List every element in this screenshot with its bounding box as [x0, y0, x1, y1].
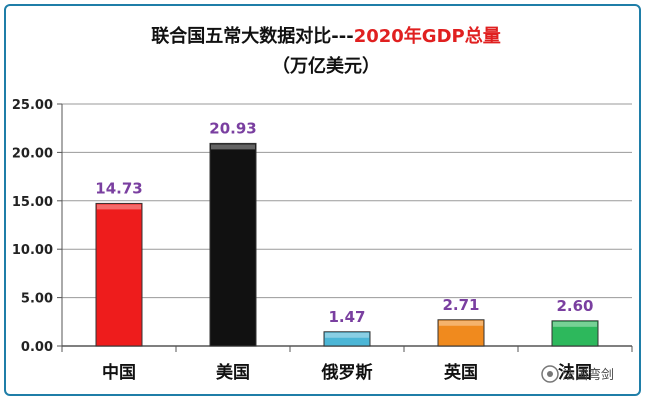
bar-highlight [211, 144, 255, 150]
labels: 0.00 5.00 10.00 15.00 20.00 25.00 14.73 中国 20.93… [12, 98, 594, 383]
chart-title: 联合国五常大数据对比---2020年GDP总量 [151, 25, 500, 47]
y-tick-label: 20.00 [12, 146, 53, 161]
bar-1 [209, 142, 257, 347]
bar-3 [437, 319, 485, 347]
bar-highlight [439, 320, 483, 326]
watermark-icon-dot [547, 371, 553, 377]
bar-value-label: 2.60 [556, 297, 593, 315]
chart-title-part2: 2020年GDP总量 [354, 25, 501, 47]
bar-value-label: 20.93 [209, 119, 256, 137]
x-category-label: 法国 [558, 362, 592, 383]
bar-highlight [325, 332, 369, 338]
bar-highlight [97, 204, 141, 210]
bar-value-label: 14.73 [95, 179, 142, 197]
x-category-label: 美国 [216, 362, 250, 383]
y-tick-label: 5.00 [21, 292, 53, 307]
chart-title-part1: 联合国五常大数据对比--- [151, 25, 353, 47]
y-tick-label: 0.00 [21, 340, 53, 355]
bar-value-label: 1.47 [328, 308, 365, 326]
x-category-label: 俄罗斯 [321, 362, 373, 383]
bar-value-label: 2.71 [442, 296, 479, 314]
x-category-label: 中国 [102, 362, 136, 383]
watermark-icon [541, 365, 559, 383]
chart-subtitle: （万亿美元） [272, 55, 380, 77]
bar-2 [323, 331, 371, 347]
y-tick-label: 25.00 [12, 98, 53, 113]
watermark-text: 法国弯剑 [562, 367, 614, 383]
watermark: 法国弯剑 [541, 365, 614, 383]
grid-lines [62, 103, 632, 299]
y-tick-label: 10.00 [12, 243, 53, 258]
bar-4 [551, 320, 599, 347]
y-tick-label: 15.00 [12, 195, 53, 210]
bar-highlight [553, 321, 597, 327]
x-category-label: 英国 [444, 362, 478, 383]
bars [95, 142, 599, 347]
bar-0 [95, 202, 143, 347]
